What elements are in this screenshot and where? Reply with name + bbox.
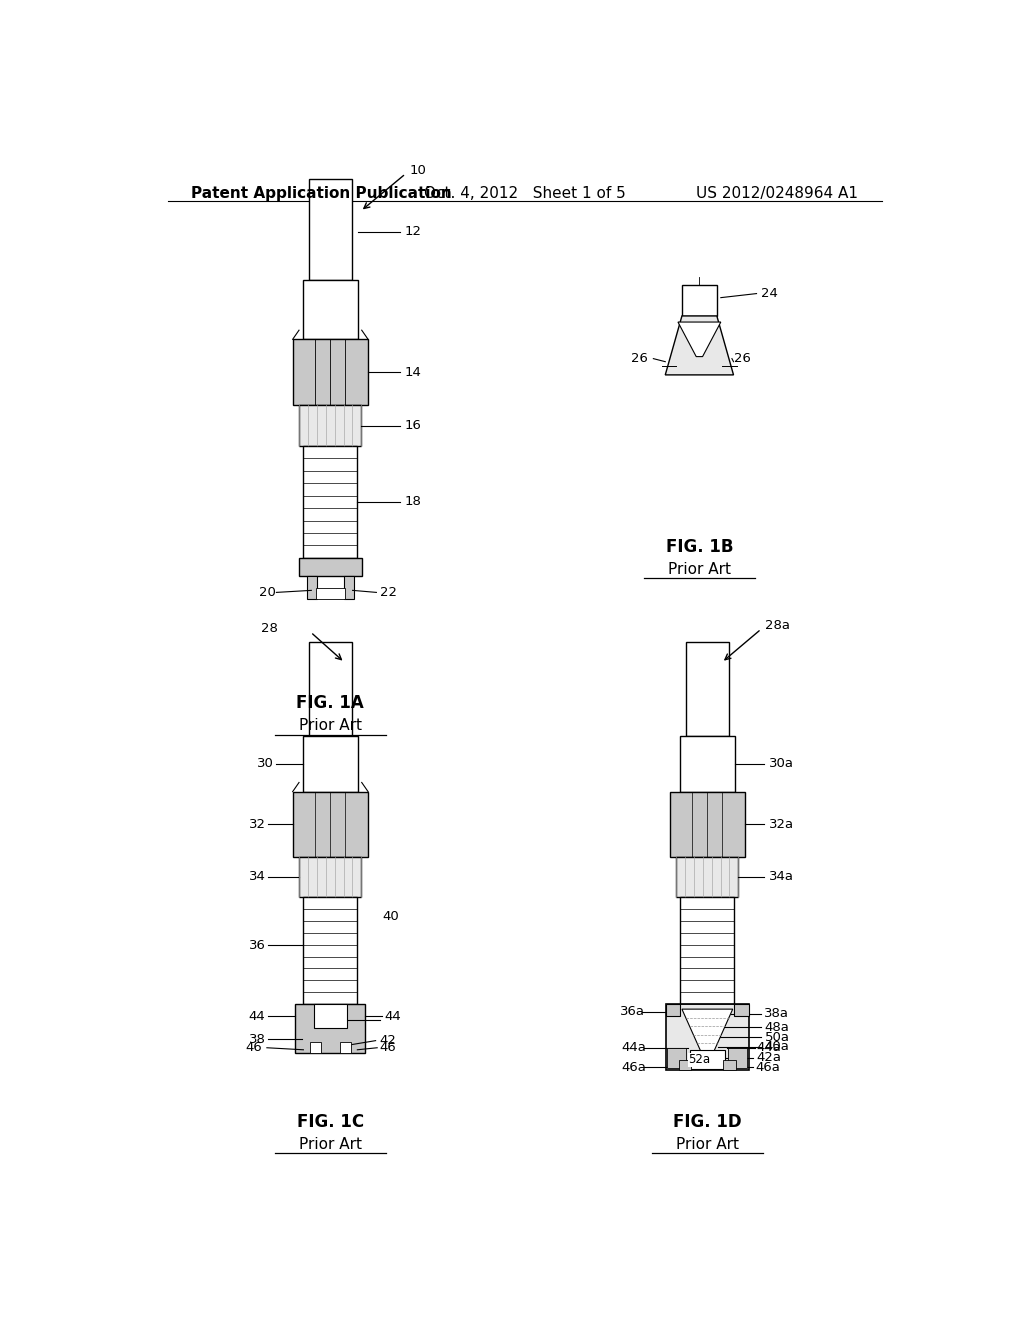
Text: 22: 22 [380,586,396,599]
Text: 44: 44 [249,1010,265,1023]
Text: 38a: 38a [765,1007,790,1020]
Text: FIG. 1B: FIG. 1B [666,537,733,556]
Text: 40: 40 [382,909,398,923]
Bar [303,446,357,558]
Text: 36: 36 [249,939,265,952]
Text: FIG. 1D: FIG. 1D [673,1113,741,1131]
Text: 14: 14 [404,366,422,379]
Bar [680,735,735,792]
Bar [309,1041,321,1053]
Text: 42: 42 [380,1034,396,1047]
Bar [296,1005,366,1053]
Text: 46a: 46a [622,1060,646,1073]
Text: Prior Art: Prior Art [299,718,361,733]
Text: 34: 34 [249,870,265,883]
Text: 18: 18 [404,495,422,508]
Bar [309,643,352,735]
Text: 30: 30 [257,758,274,770]
Bar [306,576,316,598]
Bar [734,1005,749,1016]
Text: Prior Art: Prior Art [299,1137,361,1152]
Bar [344,576,354,598]
Bar [316,589,345,598]
Text: Oct. 4, 2012   Sheet 1 of 5: Oct. 4, 2012 Sheet 1 of 5 [424,186,626,201]
Bar [677,857,738,898]
Text: 30a: 30a [769,758,795,770]
Text: 10: 10 [410,164,427,177]
Text: 44a: 44a [757,1041,781,1055]
Text: US 2012/0248964 A1: US 2012/0248964 A1 [696,186,858,201]
Text: 46a: 46a [755,1060,780,1073]
Bar [666,1005,680,1016]
Bar [680,898,734,1005]
Text: 40a: 40a [765,1040,790,1053]
Bar [670,792,745,857]
Text: 52a: 52a [688,1053,711,1067]
Text: 26: 26 [734,352,752,366]
Polygon shape [678,322,721,356]
Text: Prior Art: Prior Art [668,561,731,577]
Text: 50a: 50a [765,1031,790,1044]
Text: Patent Application Publication: Patent Application Publication [191,186,453,201]
Text: 34a: 34a [769,870,795,883]
Text: 44a: 44a [622,1041,646,1055]
Text: 28: 28 [260,623,278,635]
Bar [690,1049,725,1069]
Bar [723,1060,736,1071]
Polygon shape [682,1008,733,1052]
Text: 20: 20 [259,586,275,599]
Bar [293,339,368,405]
Text: 46: 46 [246,1041,262,1055]
Text: 36a: 36a [620,1006,645,1019]
Bar [682,285,717,315]
Bar [686,643,729,735]
Bar [668,1048,686,1068]
Text: 32a: 32a [769,817,795,830]
Bar [303,898,357,1005]
Polygon shape [666,315,733,375]
Text: 38: 38 [249,1032,265,1045]
Text: 16: 16 [404,420,422,432]
Text: 44: 44 [384,1010,401,1023]
Bar [679,1060,691,1071]
Text: 42a: 42a [757,1052,781,1064]
Text: FIG. 1C: FIG. 1C [297,1113,364,1131]
Text: 24: 24 [761,286,778,300]
Text: 46: 46 [380,1041,396,1055]
Bar [299,857,361,898]
Bar [666,1005,749,1071]
Text: 12: 12 [404,226,422,238]
Bar [313,1005,347,1028]
Bar [340,1041,351,1053]
Bar [728,1048,748,1068]
Text: 26: 26 [631,352,648,366]
Bar [299,558,362,576]
Bar [303,735,358,792]
Text: 28a: 28a [765,619,791,632]
Text: Prior Art: Prior Art [676,1137,739,1152]
Bar [299,405,361,446]
Text: FIG. 1A: FIG. 1A [297,694,365,713]
Bar [309,178,352,280]
Bar [293,792,368,857]
Bar [303,280,358,339]
Text: 48a: 48a [765,1020,790,1034]
Text: 32: 32 [249,817,265,830]
